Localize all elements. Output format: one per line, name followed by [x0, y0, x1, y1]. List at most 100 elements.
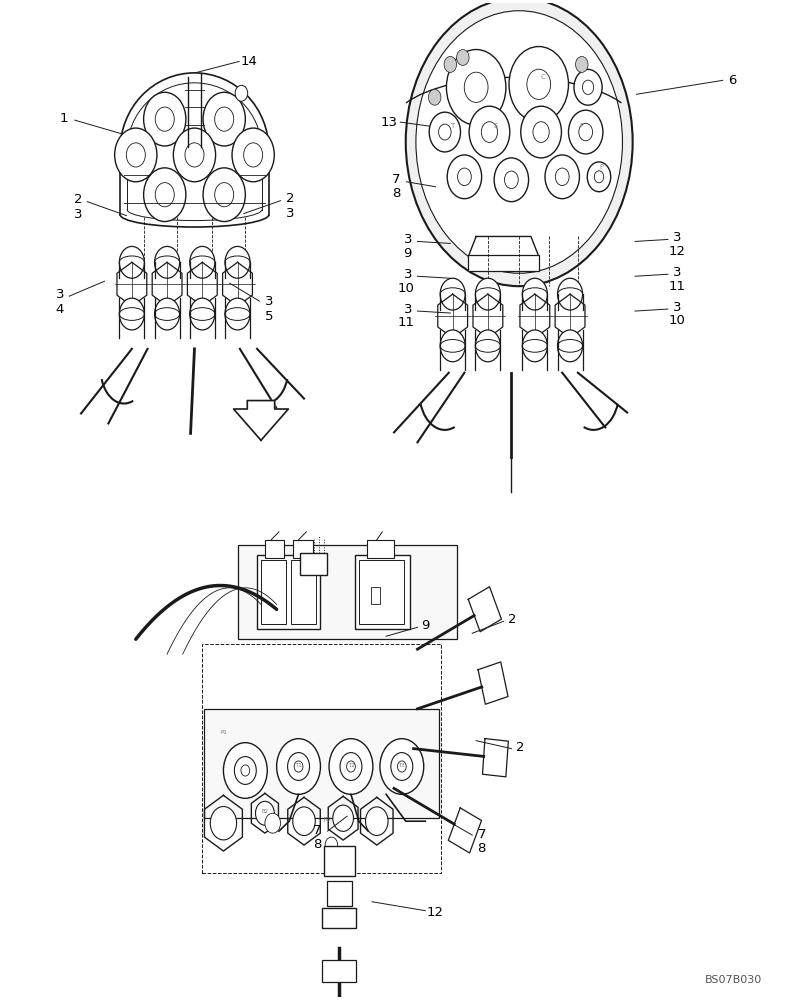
Bar: [300, 553, 328, 575]
Text: JT2: JT2: [323, 817, 332, 822]
Circle shape: [203, 168, 245, 222]
Text: 4: 4: [56, 303, 64, 316]
Circle shape: [575, 56, 588, 72]
Text: C: C: [541, 74, 545, 80]
Circle shape: [464, 72, 488, 102]
Circle shape: [126, 143, 145, 167]
Circle shape: [143, 168, 186, 222]
Circle shape: [504, 171, 519, 189]
Circle shape: [294, 761, 303, 772]
Bar: [327, 881, 351, 906]
Bar: [324, 846, 355, 876]
Circle shape: [579, 123, 593, 141]
Text: 11: 11: [669, 280, 686, 293]
Circle shape: [469, 106, 510, 158]
Bar: [265, 540, 284, 558]
Circle shape: [406, 0, 633, 286]
Text: 3: 3: [673, 231, 682, 244]
Circle shape: [574, 69, 602, 105]
Text: 1: 1: [60, 112, 68, 125]
Text: 12: 12: [669, 245, 686, 258]
Circle shape: [481, 122, 497, 142]
Circle shape: [190, 246, 215, 278]
Circle shape: [397, 761, 406, 772]
Circle shape: [380, 739, 424, 794]
Text: 3: 3: [673, 266, 682, 279]
Circle shape: [154, 246, 180, 278]
Circle shape: [214, 183, 234, 207]
Circle shape: [456, 50, 469, 65]
Circle shape: [440, 278, 465, 310]
Circle shape: [522, 330, 548, 362]
Text: F: F: [580, 123, 584, 129]
Circle shape: [439, 124, 451, 140]
Circle shape: [429, 89, 441, 105]
Circle shape: [241, 765, 250, 776]
Circle shape: [173, 128, 216, 182]
Bar: [261, 560, 286, 624]
Text: P: P: [600, 164, 604, 170]
Circle shape: [340, 753, 362, 780]
Circle shape: [447, 50, 506, 125]
Circle shape: [347, 761, 355, 772]
Circle shape: [293, 807, 315, 836]
Circle shape: [235, 85, 247, 101]
Text: 8: 8: [478, 842, 486, 855]
Circle shape: [225, 298, 250, 330]
Circle shape: [558, 330, 582, 362]
Text: 3: 3: [403, 303, 412, 316]
Circle shape: [475, 278, 500, 310]
Circle shape: [475, 330, 500, 362]
Circle shape: [440, 330, 465, 362]
Circle shape: [232, 128, 274, 182]
Circle shape: [556, 168, 569, 186]
Bar: [257, 555, 320, 629]
Circle shape: [391, 753, 413, 780]
Circle shape: [325, 837, 338, 853]
Circle shape: [527, 69, 551, 99]
Text: 2: 2: [508, 613, 516, 626]
Circle shape: [494, 158, 529, 202]
Text: 8: 8: [313, 838, 322, 851]
Text: 3: 3: [56, 288, 64, 301]
Circle shape: [522, 278, 548, 310]
Circle shape: [224, 743, 267, 798]
Text: 2: 2: [515, 741, 524, 754]
Circle shape: [155, 107, 174, 131]
Text: T3: T3: [399, 763, 405, 768]
Text: T1: T1: [296, 763, 302, 768]
Circle shape: [587, 162, 611, 192]
Text: 13: 13: [381, 116, 398, 129]
Text: 8: 8: [392, 187, 400, 200]
Circle shape: [277, 739, 321, 794]
Circle shape: [155, 183, 174, 207]
Circle shape: [416, 11, 623, 273]
Bar: [293, 540, 313, 558]
Circle shape: [234, 757, 256, 784]
Circle shape: [333, 805, 354, 831]
Circle shape: [154, 298, 180, 330]
Text: 3: 3: [403, 268, 412, 281]
Circle shape: [448, 155, 481, 199]
Circle shape: [143, 92, 186, 146]
Text: B2: B2: [262, 809, 269, 814]
Circle shape: [329, 739, 373, 794]
Circle shape: [115, 128, 157, 182]
Text: 12: 12: [427, 906, 444, 919]
Circle shape: [225, 246, 250, 278]
Circle shape: [568, 110, 603, 154]
Bar: [359, 560, 404, 624]
Text: 11: 11: [397, 316, 414, 329]
Bar: [322, 908, 356, 928]
Circle shape: [521, 106, 561, 158]
Circle shape: [265, 813, 281, 833]
Bar: [366, 540, 394, 558]
Text: 7: 7: [478, 828, 486, 841]
Text: 2: 2: [73, 193, 82, 206]
Text: 14: 14: [241, 55, 258, 68]
Circle shape: [509, 47, 568, 122]
Text: 3: 3: [286, 207, 294, 220]
Circle shape: [190, 298, 215, 330]
Text: 7: 7: [392, 173, 400, 186]
Circle shape: [288, 753, 310, 780]
